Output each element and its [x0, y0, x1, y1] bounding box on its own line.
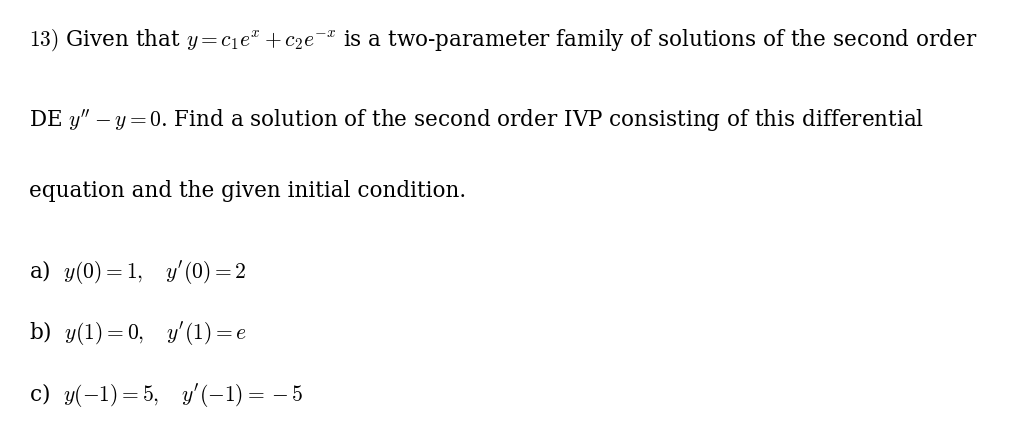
- Text: equation and the given initial condition.: equation and the given initial condition…: [29, 180, 466, 202]
- Text: b)  $y(1) = 0, \quad y^{\prime}(1) = e$: b) $y(1) = 0, \quad y^{\prime}(1) = e$: [29, 319, 247, 347]
- Text: a)  $y(0) = 1, \quad y^{\prime}(0) = 2$: a) $y(0) = 1, \quad y^{\prime}(0) = 2$: [29, 258, 247, 286]
- Text: c)  $y(-1) = 5, \quad y^{\prime}(-1) = -5$: c) $y(-1) = 5, \quad y^{\prime}(-1) = -5…: [29, 381, 303, 409]
- Text: DE $y^{\prime\prime} - y = 0$. Find a solution of the second order IVP consistin: DE $y^{\prime\prime} - y = 0$. Find a so…: [29, 108, 924, 134]
- Text: $\mathbf{13)}$ Given that $y = c_1e^{x} + c_2e^{-x}$ is a two-parameter family o: $\mathbf{13)}$ Given that $y = c_1e^{x} …: [29, 27, 977, 53]
